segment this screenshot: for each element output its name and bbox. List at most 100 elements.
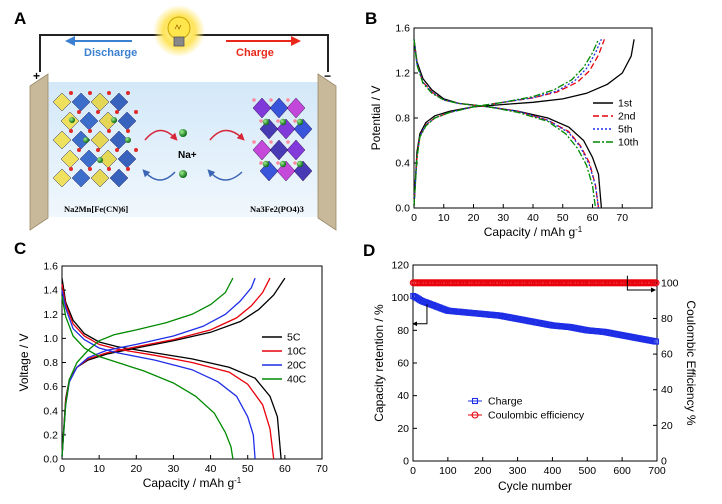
y-tick-label: 120 [391,260,409,272]
cathode-na-ion [83,137,89,143]
cathode-atom [88,167,92,171]
cathode-octahedron [90,130,110,150]
panel-label-a: A [14,9,26,28]
minus-terminal: − [324,69,331,83]
x-tick-label: 70 [616,212,628,224]
cathode-octahedron [52,130,72,150]
cathode-na-ion [125,137,131,143]
cathode-atom [77,110,81,114]
anode-formula: Na3Fe2(PO4)3 [250,204,304,214]
right-axis-pointer [626,275,657,293]
ion-arrow-left-red [144,129,178,141]
legend-label-10th: 10th [618,137,639,149]
cathode-octahedron [71,92,91,112]
series-40c-charge-line [61,277,234,457]
cathode-crystal-icon [52,91,138,188]
anode-octahedron [269,97,289,119]
anode-atom [293,161,297,165]
y-axis-label: Voltage / V [17,333,31,391]
sodium-ion-label: Na+ [178,150,197,161]
cathode-formula: Na2Mn[Fe(CN)6] [64,204,128,214]
anode-octahedron [252,97,272,119]
x-tick-label: 20 [130,463,142,475]
y-tick-label: 60 [397,358,409,370]
cathode-atom [126,91,130,95]
cathode-atom [107,167,111,171]
panel-label-b: B [365,9,377,28]
series-1st-discharge-line [413,39,603,209]
legend-label-20c: 20C [287,360,307,372]
y-axis-label: Capacity retention / % [372,304,386,422]
y-tick-label: 1.2 [43,309,58,321]
y2-axis-label: Coulombic Efficiency % [684,300,698,425]
legend-label-5c: 5C [287,332,301,344]
anode-na-ion [296,118,304,126]
x-tick-label: 40 [205,463,217,475]
x-axis-label: Capacity / mAh g-1 [143,476,242,490]
series-5c-discharge-line [61,278,282,460]
x-tick-label: 40 [527,212,539,224]
x-tick-label: 100 [439,465,457,477]
x-tick-label: 60 [587,212,599,224]
y-tick-label: 0.0 [395,203,410,215]
cathode-atom [88,129,92,133]
y-tick-label: 0.0 [43,454,58,466]
light-bulb-icon [153,5,205,57]
anode-na-ion [279,160,287,168]
anode-atom [276,119,280,123]
anode-na-ion [296,160,304,168]
cathode-octahedron [71,130,91,150]
anode-octahedron [252,139,272,161]
ion-arrow-right-blue [207,169,243,181]
anode-octahedron [269,139,289,161]
y-tick-label: 0.4 [43,405,58,417]
charge-label: Charge [236,47,274,59]
cathode-atom [69,129,73,133]
y-tick-label: 80 [397,325,409,337]
series-5th-charge-line [413,39,602,206]
cathode-atom [88,91,92,95]
cathode-octahedron [90,92,110,112]
cathode-atom [134,148,138,152]
anode-atom [293,119,297,123]
y-tick-label: 0 [403,456,409,468]
cathode-atom [69,167,73,171]
y-tick-label: 0.4 [395,158,410,170]
x-tick-label: 0 [411,212,417,224]
panel-a: A Discharge Charge + − Na+ [14,5,337,231]
series-40c-discharge-line [61,296,234,460]
x-tick-label: 0 [410,465,416,477]
ion-arrow-right-red [209,129,245,141]
x-tick-label: 50 [242,463,254,475]
x-tick-label: 10 [438,212,450,224]
cathode-na-ion [69,117,75,123]
anode-atom [269,98,273,102]
x-tick-label: 70 [316,463,328,475]
y-tick-label: 1.4 [43,285,58,297]
legend-label-coulombic-efficiency: Coulombic efficiency [488,410,585,422]
legend-swatch-charge [471,397,479,405]
legend-label-1st: 1st [618,98,632,110]
y2-tick-label: 0 [661,456,667,468]
y-tick-label: 1.2 [395,68,410,80]
x-tick-label: 700 [648,465,666,477]
cathode-octahedron [52,168,72,188]
panel-label-d: D [363,241,375,260]
x-tick-label: 30 [497,212,509,224]
legend-label-5th: 5th [618,124,633,136]
cathode-octahedron [109,168,129,188]
legend-label-charge: Charge [488,396,523,408]
cathode-atom [107,91,111,95]
x-tick-label: 10 [93,463,105,475]
cathode-atom [96,110,100,114]
anode-atom [259,161,263,165]
series-10th-discharge-line [413,39,597,209]
anode-atom [252,140,256,144]
legend-label-10c: 10C [287,346,307,358]
y2-tick-label: 60 [661,349,673,361]
legend-label-40c: 40C [287,374,307,386]
y-tick-label: 100 [391,292,409,304]
cathode-atom [126,167,130,171]
anode-atom [252,98,256,102]
y-tick-label: 0.8 [395,113,410,125]
